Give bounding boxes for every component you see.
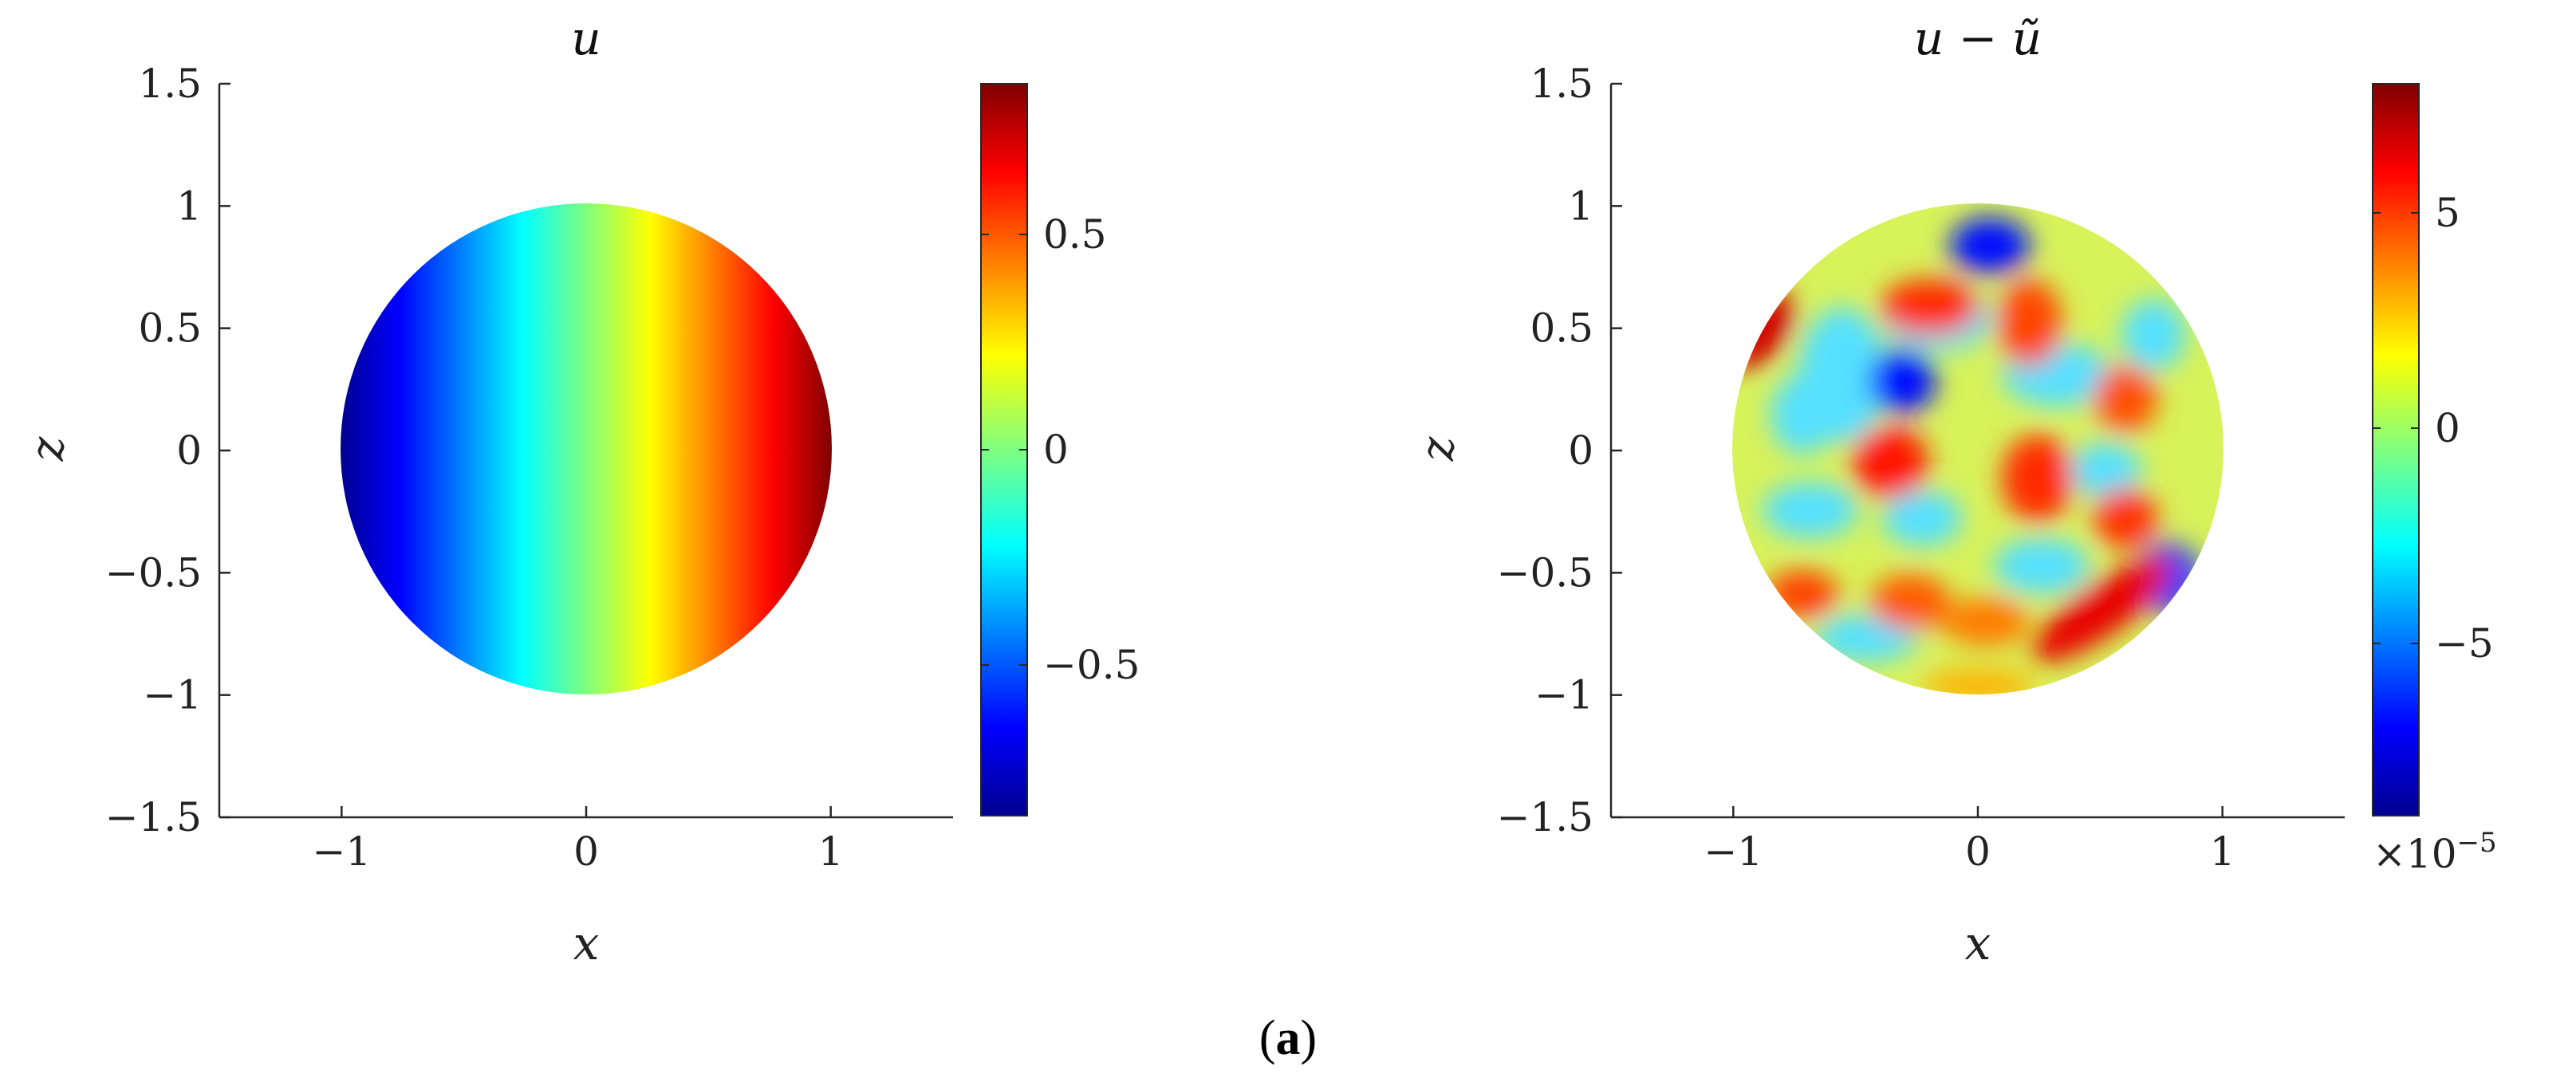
heatmap-left	[341, 203, 832, 694]
ytick-label-right-5: 1	[1568, 183, 1593, 229]
ytick-label-right-4: 0.5	[1530, 305, 1593, 352]
cbtick-label-left-0: −0.5	[1043, 642, 1140, 688]
panel-caption: (a)	[1259, 1011, 1317, 1065]
ytick-label-left-5: 1	[176, 183, 202, 229]
ytick-label-left-4: 0.5	[138, 305, 202, 352]
xlabel-right: x	[1965, 916, 1991, 970]
xtick-label-right-0: −1	[1704, 828, 1763, 875]
cbtick-label-right-0: −5	[2435, 620, 2494, 667]
ytick-label-right-2: −0.5	[1497, 549, 1593, 596]
ytick-label-left-2: −0.5	[105, 549, 202, 596]
title-right: u − ũ	[1914, 11, 2042, 65]
colorbar-left: −0.5 0 0.5	[980, 83, 1140, 816]
colorbar-right-bar	[2372, 83, 2420, 816]
cbtick-label-right-1: 0	[2435, 405, 2460, 451]
panel-right: u − ũ	[1410, 11, 2497, 970]
ytick-label-left-3: 0	[176, 427, 202, 474]
cbtick-label-right-2: 5	[2435, 190, 2460, 236]
ytick-label-right-0: −1.5	[1497, 794, 1593, 840]
ylabel-right: z	[1410, 436, 1464, 462]
cbtick-label-left-2: 0.5	[1043, 211, 1107, 258]
title-left: u	[571, 11, 601, 65]
ytick-label-left-1: −1	[143, 672, 202, 718]
ytick-label-right-6: 1.5	[1530, 61, 1593, 107]
xtick-label-right-1: 0	[1965, 828, 1991, 875]
xtick-label-left-1: 0	[573, 828, 599, 875]
xtick-label-left-0: −1	[312, 828, 371, 875]
ytick-label-right-1: −1	[1534, 672, 1593, 718]
disk-left	[341, 203, 832, 694]
xlabel-left: x	[573, 916, 600, 970]
heatmap-right	[1732, 203, 2223, 694]
colorbar-right: −5 0 5 ×10−5	[2372, 83, 2497, 877]
ytick-label-left-0: −1.5	[105, 794, 202, 840]
panel-left: u −1 0 1 −1.5 −1 −0.5 0 0.5 1 1.5 x z −0.5 0 0.5	[20, 11, 1140, 970]
xtick-label-left-2: 1	[818, 828, 844, 875]
panel-caption-letter: a	[1276, 1011, 1301, 1065]
ylabel-left: z	[20, 436, 74, 462]
ytick-label-right-3: 0	[1568, 427, 1593, 474]
colorbar-right-exponent: ×10−5	[2373, 827, 2497, 877]
ytick-label-left-6: 1.5	[138, 61, 202, 107]
cbtick-label-left-1: 0	[1043, 427, 1069, 473]
xtick-label-right-2: 1	[2210, 828, 2235, 875]
